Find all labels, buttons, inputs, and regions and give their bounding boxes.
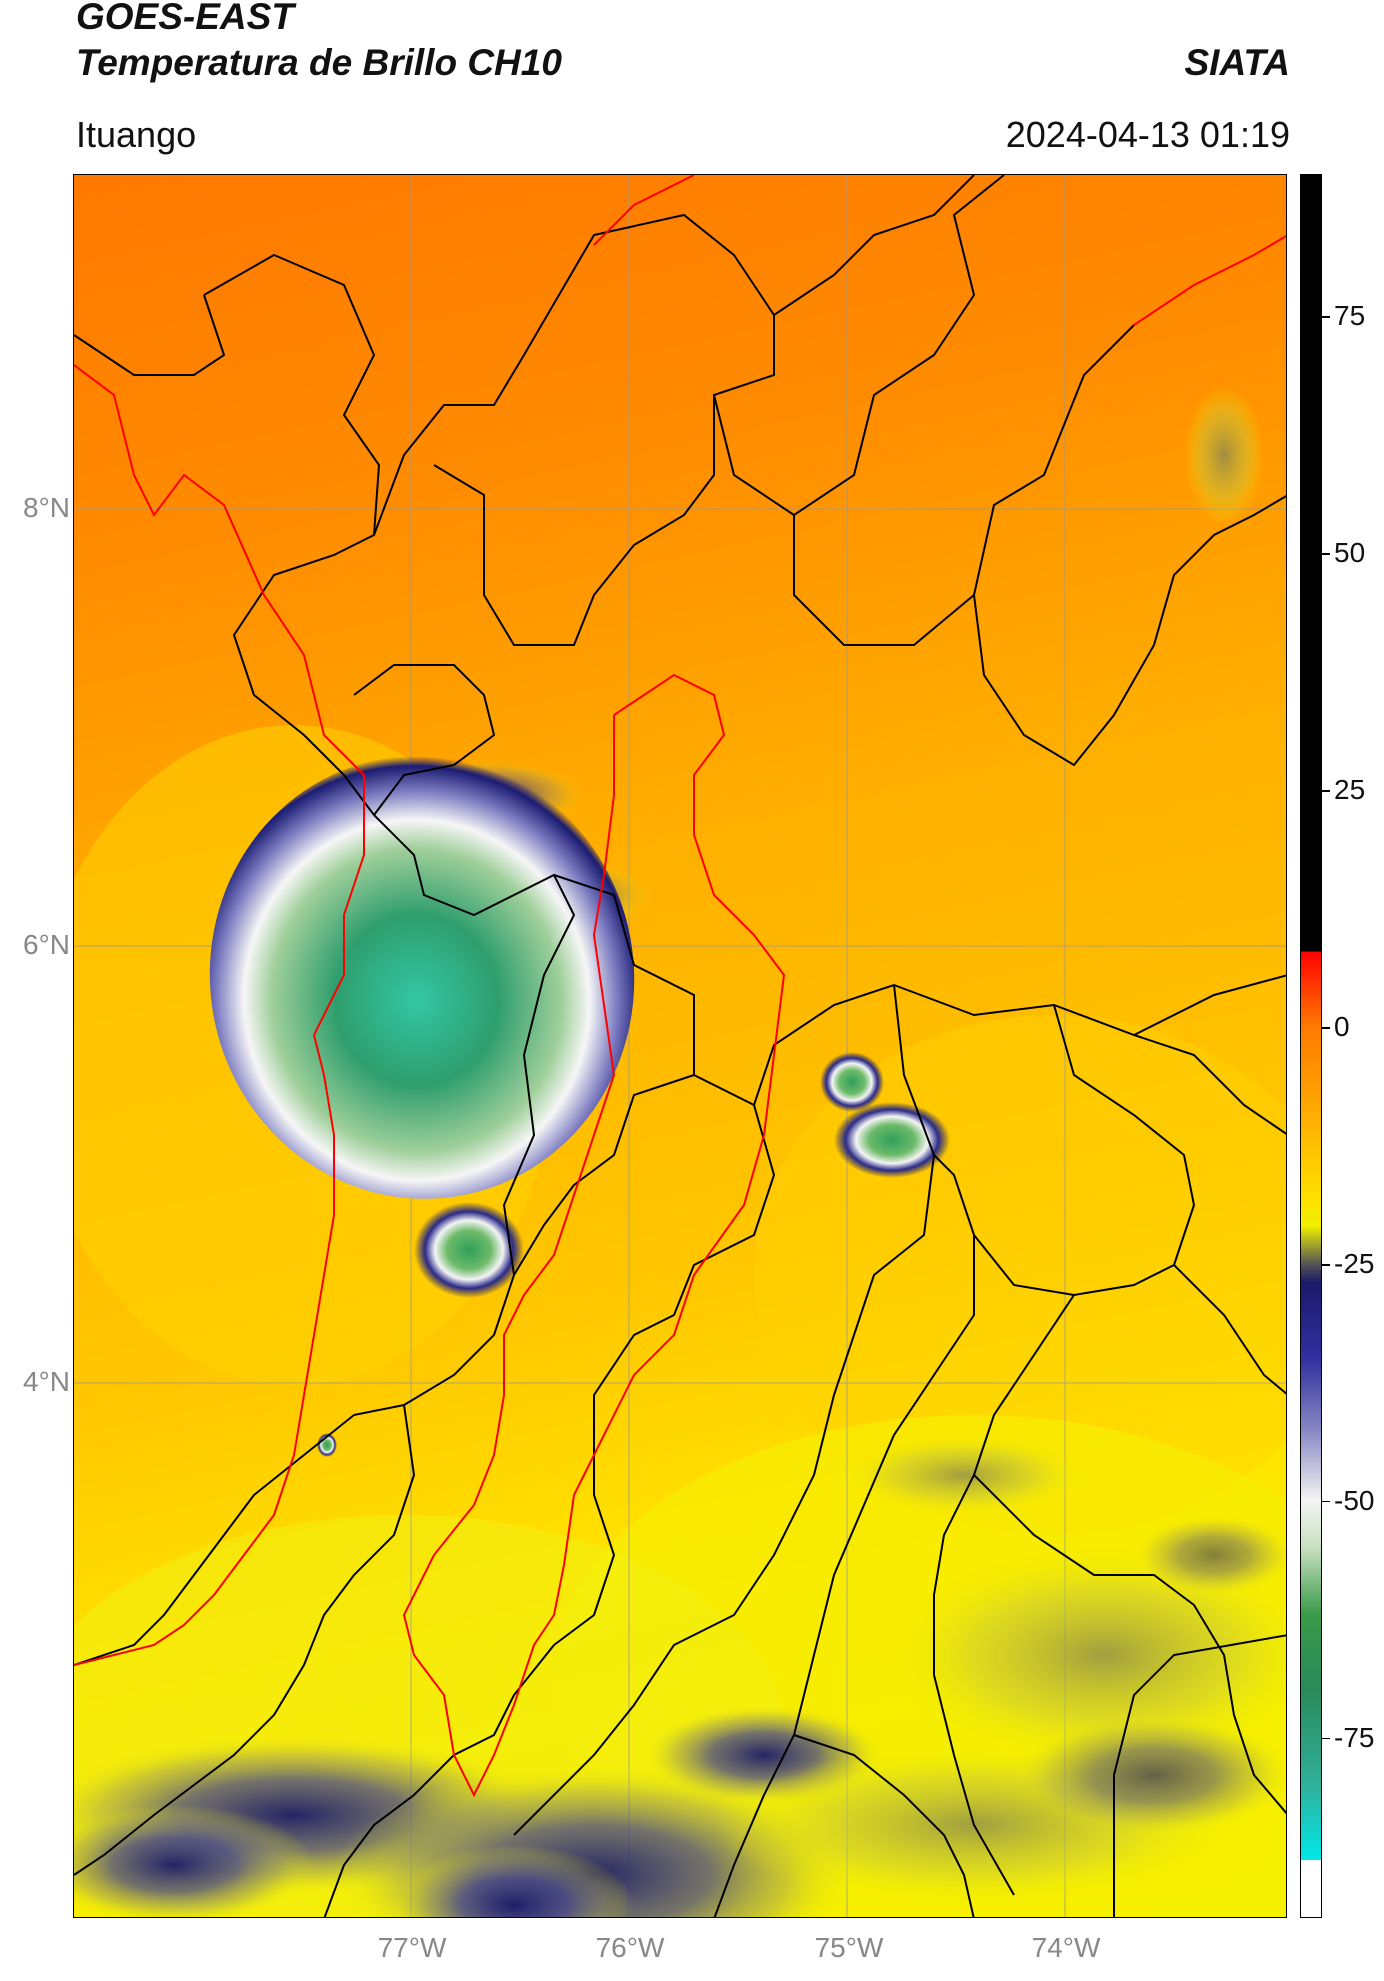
colorbar-tick-label: 50 — [1334, 537, 1366, 569]
satellite-map[interactable] — [73, 174, 1287, 1918]
lon-label-76w: 76°W — [595, 1932, 665, 1963]
colorbar-tick-mark — [1322, 553, 1330, 555]
location-label: Ituango — [76, 114, 197, 155]
lon-label-75w: 75°W — [814, 1932, 884, 1963]
title-line-2: Temperatura de Brillo CH10 — [76, 42, 562, 83]
colorbar-tick-mark — [1322, 1500, 1330, 1503]
colorbar-tick-mark — [1322, 1737, 1330, 1740]
lat-label-4n: 4°N — [23, 1366, 70, 1397]
colorbar-tick-mark — [1322, 316, 1330, 318]
colorbar-tick-label: 25 — [1334, 774, 1366, 806]
lon-label-74w: 74°W — [1031, 1932, 1101, 1963]
map-canvas — [74, 175, 1286, 1917]
lat-label-6n: 6°N — [23, 929, 70, 960]
colorbar-tick-mark — [1322, 1027, 1330, 1029]
colorbar-tick-mark — [1322, 1264, 1330, 1266]
title-line-1: GOES-EAST — [76, 0, 294, 37]
organization-label: SIATA — [1184, 42, 1290, 83]
highlight-borders — [74, 175, 1286, 1798]
political-borders — [74, 175, 1286, 1917]
timestamp-label: 2024-04-13 01:19 — [1005, 114, 1290, 155]
colorbar-tick-label: -25 — [1334, 1248, 1375, 1279]
colorbar-tick-label: 75 — [1334, 300, 1366, 332]
colorbar — [1300, 174, 1322, 1918]
colorbar-tick-label: -75 — [1334, 1721, 1375, 1753]
lat-label-8n: 8°N — [23, 492, 70, 523]
colorbar-tick-mark — [1322, 790, 1330, 792]
colorbar-tick-label: 0 — [1334, 1011, 1350, 1043]
colorbar-tick-label: -50 — [1334, 1484, 1375, 1516]
lon-label-77w: 77°W — [377, 1932, 447, 1963]
